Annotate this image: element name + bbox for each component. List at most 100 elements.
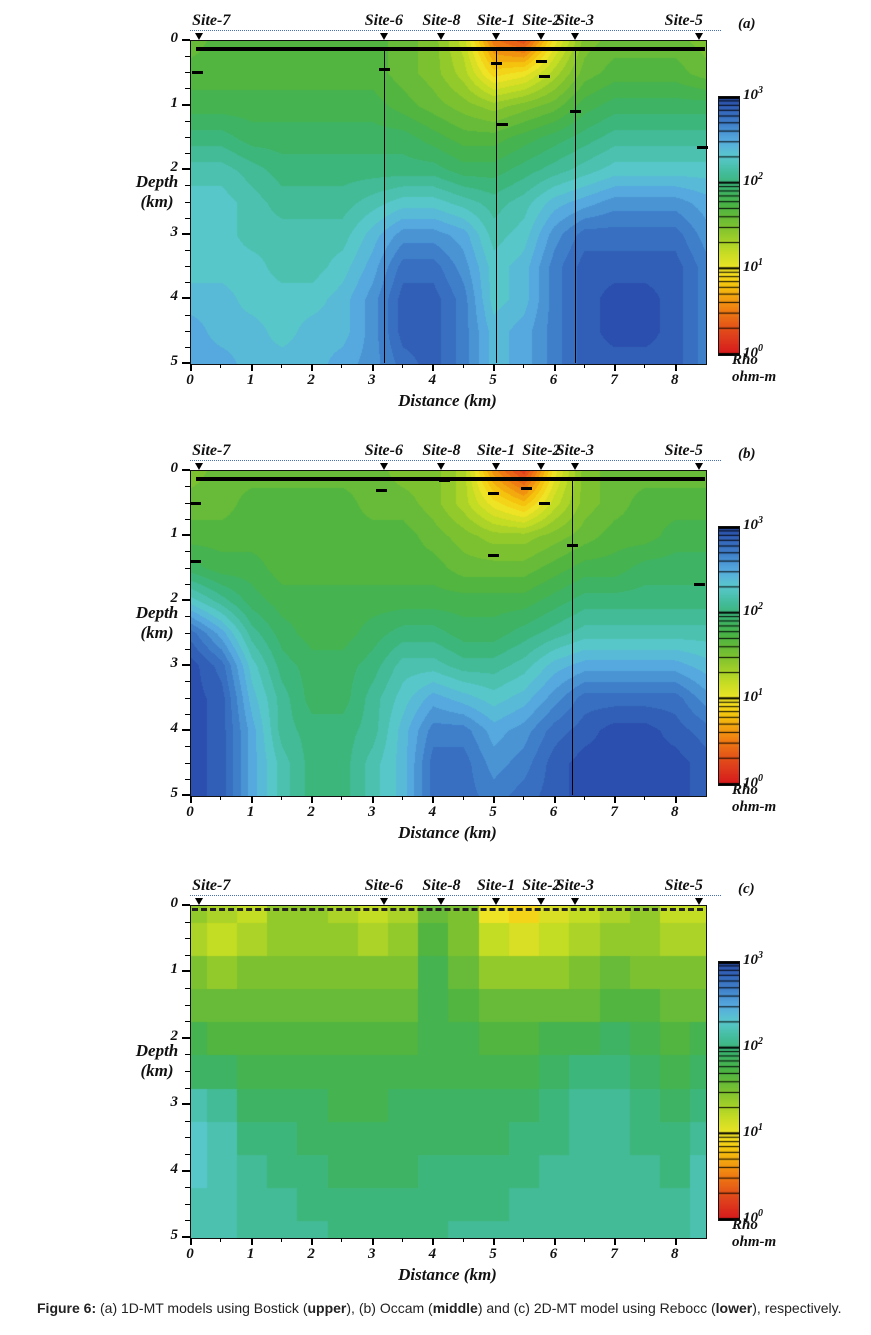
x-tick-label: 6 bbox=[549, 804, 558, 820]
site-marker-icon bbox=[537, 898, 546, 905]
colorbar-canvas-c bbox=[718, 961, 740, 1221]
y-axis-minor-tick bbox=[185, 153, 190, 155]
x-axis-minor-tick bbox=[280, 1238, 282, 1242]
y-axis-minor-tick bbox=[185, 201, 190, 203]
y-axis-minor-tick bbox=[185, 282, 190, 284]
x-tick-label: 7 bbox=[610, 1246, 618, 1262]
depth-mark bbox=[536, 60, 548, 64]
colorbar-tick-label: 101 bbox=[743, 257, 763, 276]
x-axis-minor-tick bbox=[402, 796, 404, 800]
y-axis-title-line: (km) bbox=[140, 1061, 174, 1080]
colorbar-tick-label: 103 bbox=[743, 515, 763, 534]
x-tick-label: 2 bbox=[307, 804, 315, 820]
colorbar-title-line: ohm-m bbox=[732, 799, 777, 815]
depth-mark bbox=[693, 582, 705, 586]
y-tick-label: 4 bbox=[170, 1160, 179, 1177]
colorbar-tick-base: 10 bbox=[743, 1124, 758, 1140]
y-axis-minor-tick bbox=[185, 72, 190, 74]
y-axis-tick bbox=[182, 1103, 190, 1106]
y-tick-label: 2 bbox=[170, 159, 179, 176]
y-axis-minor-tick bbox=[185, 185, 190, 187]
y-axis-minor-tick bbox=[185, 1187, 190, 1189]
x-tick-label: 4 bbox=[428, 372, 437, 388]
y-axis-tick bbox=[182, 794, 190, 796]
x-axis-minor-tick bbox=[402, 364, 404, 368]
colorbar-title: Rho ohm-m bbox=[732, 352, 776, 386]
y-axis-title: Depth (km) bbox=[126, 603, 188, 643]
colorbar-tick-exponent: 3 bbox=[758, 950, 763, 961]
x-axis-tick bbox=[674, 1238, 677, 1245]
y-axis-minor-tick bbox=[185, 988, 190, 989]
caption-bold-text: Figure 6: bbox=[37, 1300, 101, 1316]
site-marker-icon bbox=[537, 463, 546, 470]
x-axis-minor-tick bbox=[280, 364, 282, 368]
x-axis-tick bbox=[371, 796, 374, 803]
y-tick-label: 4 bbox=[170, 720, 179, 736]
site-label-site-7: Site-7 bbox=[192, 877, 231, 894]
colorbar-title-line: Rho bbox=[732, 782, 758, 798]
colorbar-tick-base: 10 bbox=[743, 87, 758, 103]
x-tick-label: 7 bbox=[610, 804, 618, 820]
site-marker-icon bbox=[195, 463, 204, 470]
caption-text: ), (b) Occam ( bbox=[346, 1300, 433, 1316]
panel-tag-c: (c) bbox=[738, 881, 755, 897]
x-axis-tick bbox=[311, 1238, 314, 1245]
x-axis-tick bbox=[553, 364, 556, 371]
y-axis-tick bbox=[182, 729, 190, 731]
site-marker-icon bbox=[570, 463, 579, 470]
site-label-site-1: Site-1 bbox=[476, 877, 516, 894]
y-tick-label: 3 bbox=[170, 655, 179, 671]
site-marker-icon bbox=[379, 463, 388, 470]
y-axis-minor-tick bbox=[185, 681, 190, 683]
site-label-site-8: Site-8 bbox=[422, 877, 461, 894]
x-axis-tick bbox=[492, 796, 495, 803]
x-axis-title: Distance (km) bbox=[398, 391, 497, 410]
x-axis-minor-tick bbox=[583, 796, 585, 800]
depth-mark bbox=[521, 487, 533, 491]
heatmap-canvas-c bbox=[190, 905, 707, 1239]
colorbar-title-line: ohm-m bbox=[732, 1234, 777, 1250]
x-axis-tick bbox=[250, 1238, 253, 1245]
site-marker-icon bbox=[570, 898, 579, 905]
site-marker-icon bbox=[694, 463, 703, 470]
y-tick-label: 0 bbox=[170, 895, 179, 911]
x-tick-label: 2 bbox=[307, 372, 315, 388]
colorbar-tick-exponent: 3 bbox=[758, 515, 763, 526]
x-axis-title: Distance (km) bbox=[398, 823, 497, 842]
x-tick-label: 2 bbox=[307, 1246, 315, 1262]
caption-bold-text: upper bbox=[307, 1300, 347, 1316]
y-axis-tick bbox=[182, 1236, 190, 1238]
depth-mark bbox=[539, 501, 551, 505]
y-axis-title-line: Depth bbox=[135, 1041, 179, 1060]
site-marker-icon bbox=[379, 898, 388, 905]
y-axis-minor-tick bbox=[185, 518, 190, 520]
y-axis-minor-tick bbox=[185, 921, 190, 923]
y-axis-minor-tick bbox=[185, 1220, 190, 1222]
depth-mark bbox=[539, 74, 551, 78]
x-tick-label: 3 bbox=[368, 1246, 376, 1262]
x-axis-minor-tick bbox=[220, 796, 222, 800]
y-axis-minor-tick bbox=[185, 1154, 190, 1155]
x-tick-label: 5 bbox=[489, 804, 497, 820]
y-axis-title: Depth (km) bbox=[126, 1041, 188, 1081]
colorbar-canvas-a bbox=[718, 96, 740, 356]
y-axis-minor-tick bbox=[185, 1071, 190, 1072]
y-tick-label: 2 bbox=[170, 1027, 179, 1044]
colorbar-tick-label: 102 bbox=[743, 601, 763, 620]
x-axis-title: Distance (km) bbox=[398, 1265, 497, 1284]
y-axis-minor-tick bbox=[185, 697, 190, 699]
y-axis-minor-tick bbox=[185, 249, 190, 251]
y-axis-title-line: Depth bbox=[135, 171, 179, 191]
x-axis-tick bbox=[371, 364, 374, 371]
site-label-site-7: Site-7 bbox=[192, 12, 231, 29]
x-axis-tick bbox=[311, 364, 314, 371]
colorbar-tick-exponent: 1 bbox=[758, 257, 763, 268]
x-tick-label: 0 bbox=[186, 372, 194, 388]
site-marker-icon bbox=[491, 463, 500, 470]
x-axis-minor-tick bbox=[341, 796, 343, 800]
colorbar-tick-base: 10 bbox=[743, 689, 758, 705]
y-tick-label: 1 bbox=[170, 525, 179, 541]
depth-mark bbox=[189, 501, 201, 505]
y-axis-minor-tick bbox=[185, 56, 190, 58]
y-axis-tick bbox=[182, 103, 190, 106]
